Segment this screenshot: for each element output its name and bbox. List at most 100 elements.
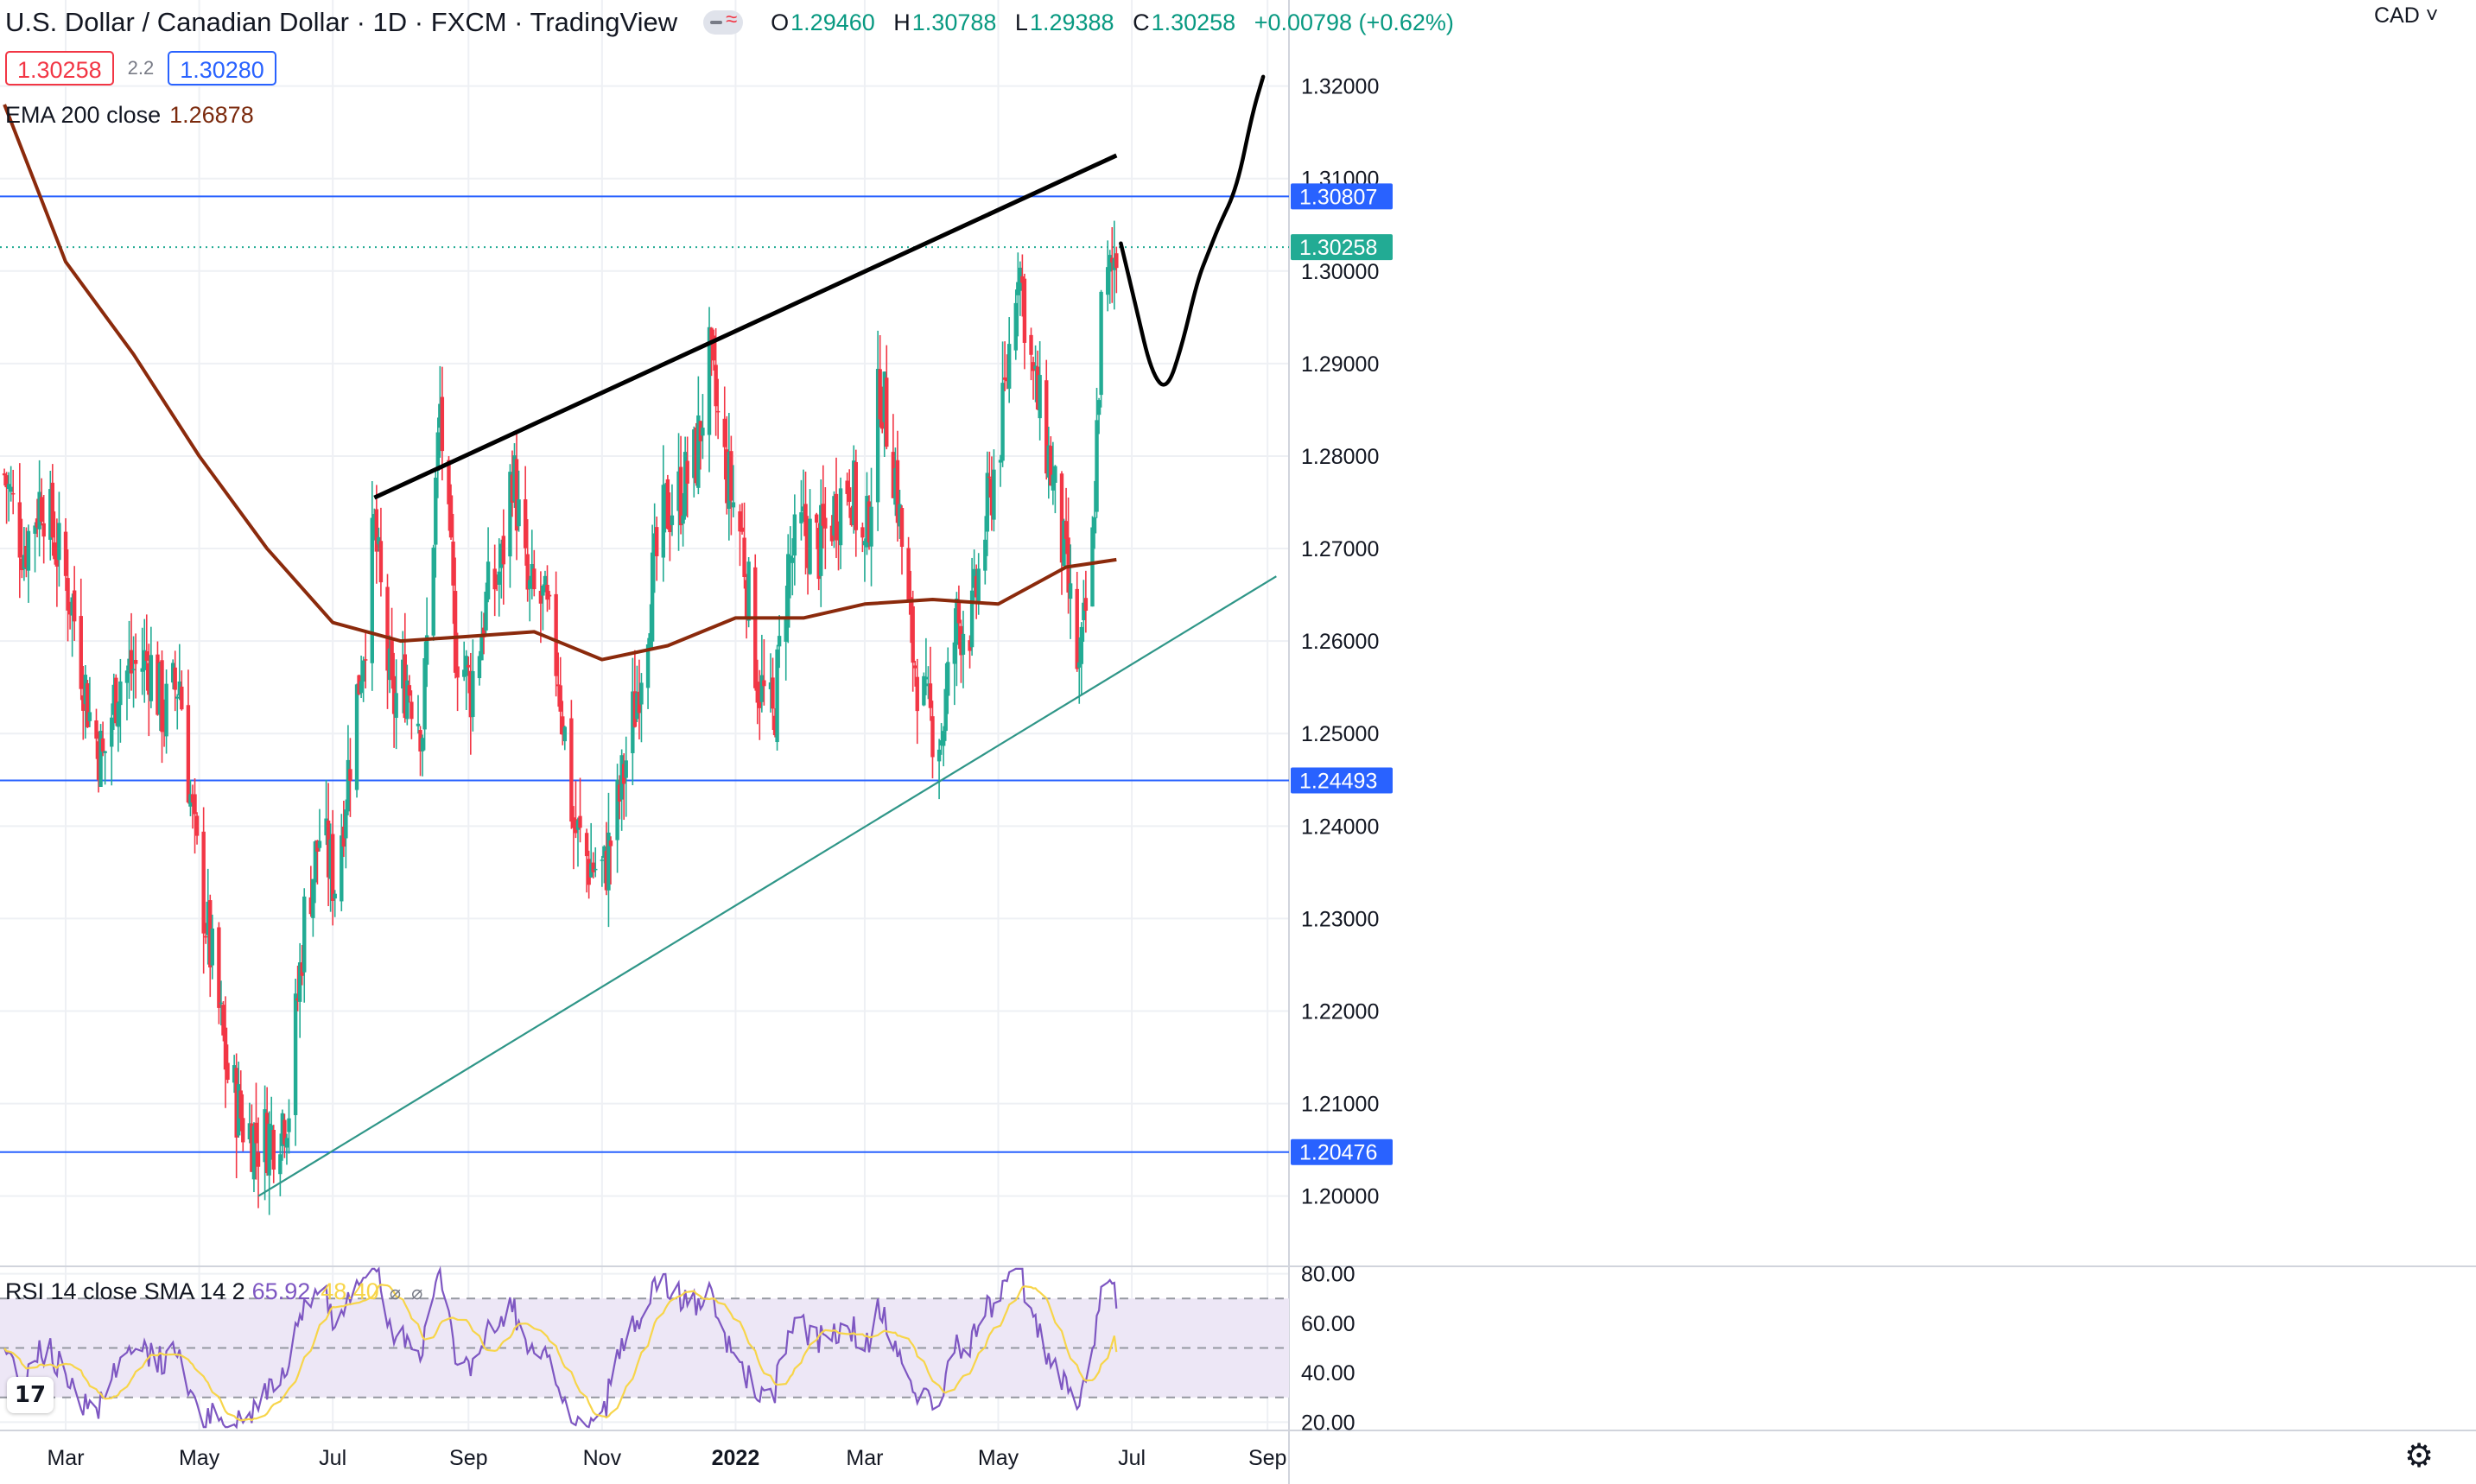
candle-body: [297, 962, 302, 1002]
support-trendline[interactable]: [257, 575, 1277, 1197]
candle-body: [283, 1119, 287, 1145]
candle-body: [1038, 375, 1042, 419]
ema-legend[interactable]: EMA 200 close 1.26878: [5, 102, 254, 129]
ohlc-open-value: 1.29460: [790, 9, 875, 35]
candle-body: [35, 518, 40, 528]
candle-body: [234, 1068, 238, 1138]
candle-body: [247, 1123, 252, 1139]
candle-body: [124, 670, 130, 683]
symbol-title[interactable]: U.S. Dollar / Canadian Dollar · 1D · FXC…: [5, 7, 678, 37]
candle-body: [1018, 267, 1023, 291]
candle-body: [936, 749, 942, 762]
candle-body: [829, 525, 835, 542]
candle-body: [543, 575, 548, 592]
horizontal-level-tag: 1.20476: [1299, 1141, 1377, 1165]
candle-body: [775, 649, 779, 743]
gear-icon[interactable]: ⚙: [2403, 1438, 2435, 1474]
candle-body: [771, 677, 775, 709]
candle-body: [530, 563, 534, 582]
candle-body: [407, 685, 412, 696]
candle-body: [624, 760, 628, 778]
rsi-tick-label: 40.00: [1301, 1361, 1355, 1386]
ohlc-close-value: 1.30258: [1151, 9, 1236, 35]
ohlc-close-key: C: [1133, 9, 1150, 35]
hidden-value-icon[interactable]: ⌀: [389, 1282, 402, 1303]
candle-body: [562, 726, 567, 742]
candle-body: [941, 731, 946, 746]
candle-body: [753, 567, 758, 688]
candle-body: [194, 815, 200, 836]
candle-body: [746, 561, 751, 621]
candle-body: [930, 716, 935, 758]
candle-body: [983, 539, 987, 571]
candle-body: [208, 900, 213, 967]
candle-body: [361, 660, 365, 682]
candle-body: [440, 396, 445, 452]
candle-body: [729, 451, 733, 501]
candle-body: [619, 755, 624, 800]
candle-body: [131, 669, 136, 670]
candle-body: [803, 504, 808, 536]
rsi-legend[interactable]: RSI 14 close SMA 14 2 65.92 48.40 ⌀ ⌀: [5, 1278, 422, 1305]
candle-body: [100, 738, 105, 752]
candle-body: [665, 479, 670, 530]
candle-body: [118, 681, 123, 706]
candle-body: [370, 517, 374, 663]
candle-body: [681, 515, 685, 524]
candle-body: [639, 682, 644, 705]
candle-body: [57, 523, 61, 561]
rsi-legend-name: RSI 14 close SMA 14 2: [5, 1278, 245, 1304]
projection-drawing[interactable]: [1119, 74, 1266, 387]
candle-body: [190, 794, 195, 803]
candle-body: [852, 460, 856, 525]
horizontal-level-tag-box: [1291, 183, 1393, 210]
candle-body: [387, 648, 392, 681]
ohlc-high-value: 1.30788: [911, 9, 997, 35]
candle-body: [346, 759, 351, 812]
candle-body: [140, 668, 144, 672]
candle-body: [1063, 521, 1069, 539]
candle-body: [974, 575, 979, 598]
candle-body: [70, 597, 74, 616]
candle-body: [849, 507, 854, 526]
candle-body: [1016, 282, 1020, 295]
candle-body: [340, 835, 344, 902]
candle-body: [11, 492, 16, 495]
data-mode-toggle[interactable]: ≈: [703, 8, 744, 35]
candle-body: [637, 691, 642, 713]
candle-body: [391, 675, 397, 714]
candle-body: [862, 541, 867, 546]
candle-body: [545, 584, 549, 600]
candle-body: [969, 590, 975, 648]
candle-body: [574, 819, 578, 834]
candle-body: [302, 896, 307, 973]
candle-body: [103, 751, 107, 753]
tradingview-logo-icon[interactable]: 17: [7, 1377, 54, 1413]
trendlines[interactable]: [257, 153, 1277, 1197]
candle-body: [201, 831, 206, 934]
candle-body: [256, 1152, 261, 1167]
candle-body: [821, 504, 825, 526]
candle-body: [177, 681, 181, 696]
axes[interactable]: 1.320001.310001.300001.290001.280001.270…: [47, 75, 1393, 1470]
currency-selector[interactable]: CAD ˅: [2374, 3, 2439, 28]
hidden-value-icon-2[interactable]: ⌀: [411, 1282, 423, 1303]
candle-body: [1022, 278, 1027, 343]
candle-body: [915, 676, 919, 712]
projection-path[interactable]: [1119, 74, 1266, 387]
candle-body: [893, 468, 898, 505]
candle-body: [906, 548, 911, 601]
candle-body: [561, 716, 565, 735]
candle-body: [4, 475, 9, 488]
rsi-series: [3, 1265, 1118, 1430]
candle-body: [431, 547, 435, 636]
buy-button[interactable]: 1.30280: [168, 51, 276, 86]
candle-body: [768, 682, 773, 689]
candle-body: [188, 794, 193, 807]
sell-button[interactable]: 1.30258: [5, 51, 114, 86]
horizontal-levels[interactable]: [0, 195, 1289, 1153]
candle-body: [26, 530, 31, 571]
resistance-trendline[interactable]: [373, 153, 1118, 500]
